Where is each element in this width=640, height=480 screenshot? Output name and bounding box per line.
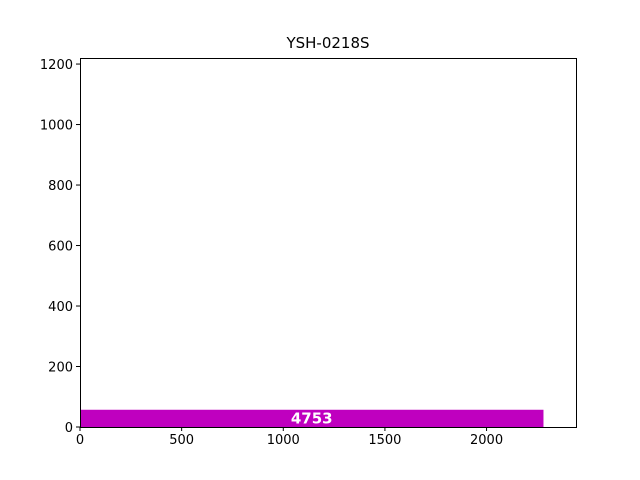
chart-title: YSH-0218S — [285, 34, 369, 52]
y-tick-label: 0 — [65, 421, 73, 436]
y-tick-label: 600 — [48, 240, 73, 255]
y-tick-label: 1000 — [40, 119, 73, 134]
x-tick-label: 2000 — [470, 433, 503, 448]
y-tick-label: 400 — [48, 300, 73, 315]
x-tick-label: 1500 — [368, 433, 401, 448]
bar-label-0: 4753 — [291, 409, 333, 427]
x-axis: 0 500 1000 1500 2000 — [76, 427, 503, 448]
plot-frame — [80, 58, 577, 428]
bar-0 — [80, 409, 544, 427]
x-tick-label: 1000 — [267, 433, 300, 448]
y-tick-label: 800 — [48, 179, 73, 194]
bars-group: 4753 — [80, 409, 544, 427]
y-tick-label: 200 — [48, 361, 73, 376]
y-axis: 0 200 400 600 800 1000 1200 — [40, 58, 80, 436]
x-tick-label: 500 — [169, 433, 194, 448]
x-tick-label: 0 — [76, 433, 84, 448]
y-tick-label: 1200 — [40, 58, 73, 73]
